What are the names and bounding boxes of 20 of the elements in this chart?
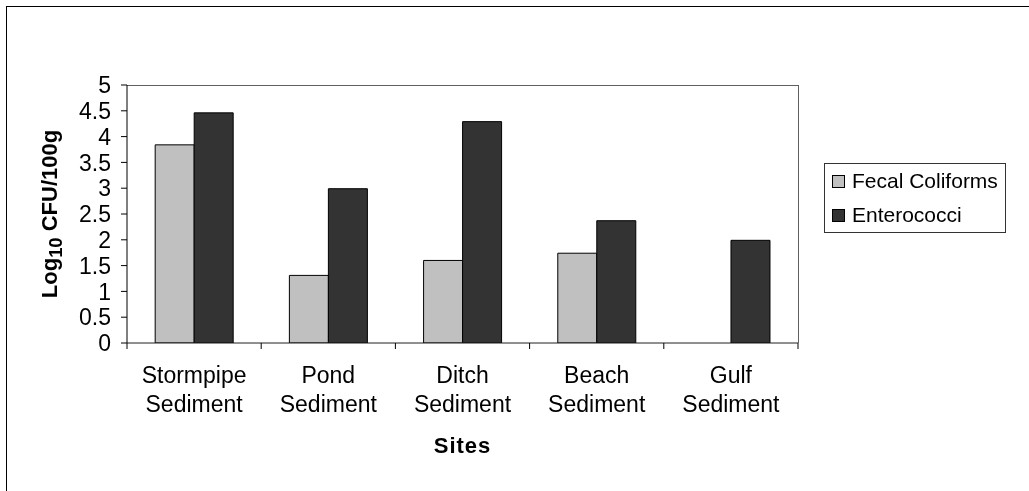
y-tick-label: 1	[98, 278, 111, 305]
y-tick-label: 4.5	[79, 97, 111, 124]
y-tick-label: 0.5	[79, 304, 111, 331]
y-tick-label: 3	[98, 175, 111, 202]
y-tick-label: 2	[98, 226, 111, 253]
x-axis-title: Sites	[433, 433, 492, 459]
x-tick-label: Gulf Sediment	[682, 362, 781, 417]
y-tick-label: 0	[98, 330, 111, 357]
y-tick-label: 5	[98, 72, 111, 99]
y-tick-label: 4	[98, 123, 112, 150]
x-tick-label: Stormpipe Sediment	[141, 362, 247, 417]
legend-label: Fecal Coliforms	[852, 169, 998, 193]
y-tick-label: 3.5	[79, 149, 111, 176]
y-tick-label: 1.5	[79, 252, 111, 279]
x-tick-label: Beach Sediment	[548, 362, 646, 417]
x-tick-label: Ditch Sediment	[413, 362, 512, 417]
x-tick-label: Pond Sediment	[279, 362, 378, 417]
y-tick-label: 2.5	[79, 201, 111, 228]
legend-label: Enterococci	[852, 203, 962, 227]
bar	[730, 239, 771, 343]
